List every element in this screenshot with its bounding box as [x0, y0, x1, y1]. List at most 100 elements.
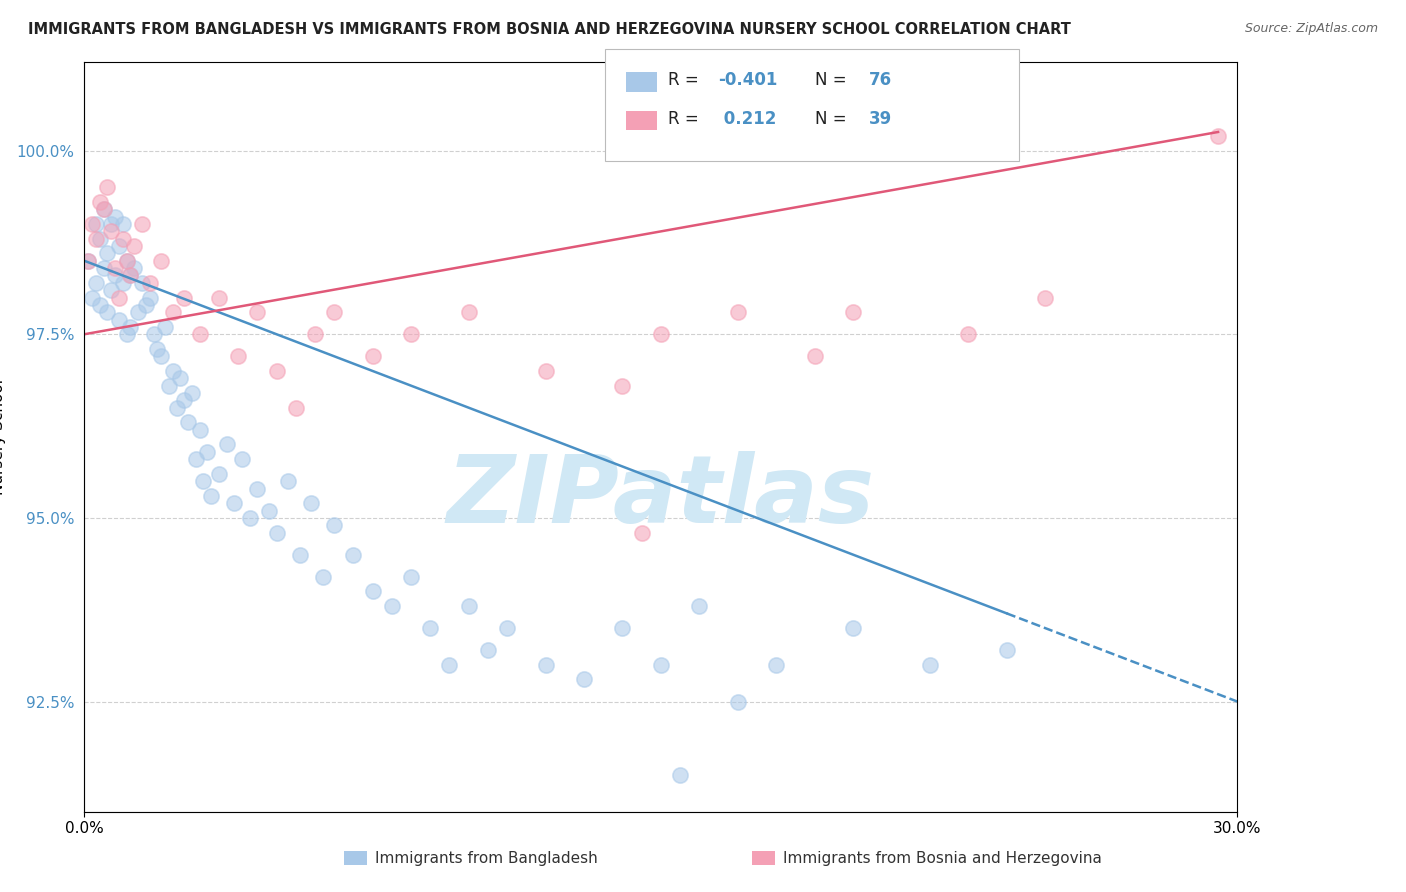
Point [100, 224, 122, 238]
Point [765, 657, 787, 672]
Point [266, 364, 288, 378]
Point [120, 268, 142, 283]
Point [111, 232, 134, 246]
Point [277, 474, 299, 488]
Point [96, 305, 118, 319]
Text: 76: 76 [869, 71, 891, 89]
Point [496, 621, 519, 635]
Point [457, 599, 479, 613]
Point [108, 291, 131, 305]
Point [96, 246, 118, 260]
Point [231, 452, 253, 467]
Point [208, 291, 231, 305]
Point [311, 569, 333, 583]
Point [111, 276, 134, 290]
Point [361, 584, 384, 599]
Point [166, 401, 188, 415]
Point [127, 305, 149, 319]
Point [108, 239, 131, 253]
Point [1206, 128, 1229, 143]
Point [957, 327, 980, 342]
Point [284, 401, 307, 415]
Point [142, 327, 165, 342]
Point [304, 327, 326, 342]
Point [399, 327, 422, 342]
Text: IMMIGRANTS FROM BANGLADESH VS IMMIGRANTS FROM BOSNIA AND HERZEGOVINA NURSERY SCH: IMMIGRANTS FROM BANGLADESH VS IMMIGRANTS… [28, 22, 1071, 37]
Point [135, 298, 157, 312]
Point [650, 657, 672, 672]
Point [93, 202, 115, 217]
Point [80, 217, 103, 231]
Text: Immigrants from Bosnia and Herzegovina: Immigrants from Bosnia and Herzegovina [783, 851, 1102, 865]
Point [77, 253, 100, 268]
Point [188, 327, 211, 342]
Point [124, 261, 146, 276]
Point [84, 217, 107, 231]
Point [146, 342, 169, 356]
Point [184, 452, 207, 467]
Point [93, 202, 115, 217]
Point [108, 312, 131, 326]
Text: 0.212: 0.212 [718, 110, 778, 128]
Text: Source: ZipAtlas.com: Source: ZipAtlas.com [1244, 22, 1378, 36]
Point [84, 276, 107, 290]
Point [323, 305, 346, 319]
Point [195, 444, 218, 458]
Point [104, 261, 127, 276]
Point [612, 621, 634, 635]
Point [89, 232, 111, 246]
Point [361, 349, 384, 363]
Point [457, 305, 479, 319]
Point [842, 621, 865, 635]
Point [173, 393, 195, 408]
Point [188, 423, 211, 437]
Point [150, 349, 173, 363]
Point [650, 327, 672, 342]
Point [84, 232, 107, 246]
Point [80, 291, 103, 305]
Point [688, 599, 710, 613]
Y-axis label: Nursery School: Nursery School [0, 379, 6, 495]
Point [419, 621, 441, 635]
Point [93, 261, 115, 276]
Point [96, 180, 118, 194]
Point [104, 268, 127, 283]
Point [181, 386, 204, 401]
Point [246, 305, 269, 319]
Text: Immigrants from Bangladesh: Immigrants from Bangladesh [375, 851, 598, 865]
Point [193, 474, 215, 488]
Point [177, 416, 200, 430]
Point [153, 319, 176, 334]
Point [257, 503, 280, 517]
Point [169, 371, 191, 385]
Point [100, 217, 122, 231]
Point [100, 283, 122, 297]
Point [381, 599, 404, 613]
Point [200, 489, 222, 503]
Point [323, 518, 346, 533]
Text: N =: N = [815, 110, 852, 128]
Point [115, 253, 138, 268]
Point [124, 239, 146, 253]
Point [89, 194, 111, 209]
Point [534, 657, 557, 672]
Point [239, 511, 262, 525]
Point [630, 525, 652, 540]
Point [288, 548, 311, 562]
Text: N =: N = [815, 71, 852, 89]
Point [224, 496, 246, 510]
Point [131, 276, 153, 290]
Point [162, 305, 184, 319]
Point [162, 364, 184, 378]
Point [995, 643, 1018, 657]
Point [131, 217, 153, 231]
Point [120, 268, 142, 283]
Point [104, 210, 127, 224]
Point [77, 253, 100, 268]
Point [1033, 291, 1056, 305]
Point [208, 467, 231, 481]
Text: R =: R = [668, 71, 704, 89]
Point [246, 482, 269, 496]
Point [173, 291, 195, 305]
Point [669, 768, 692, 782]
